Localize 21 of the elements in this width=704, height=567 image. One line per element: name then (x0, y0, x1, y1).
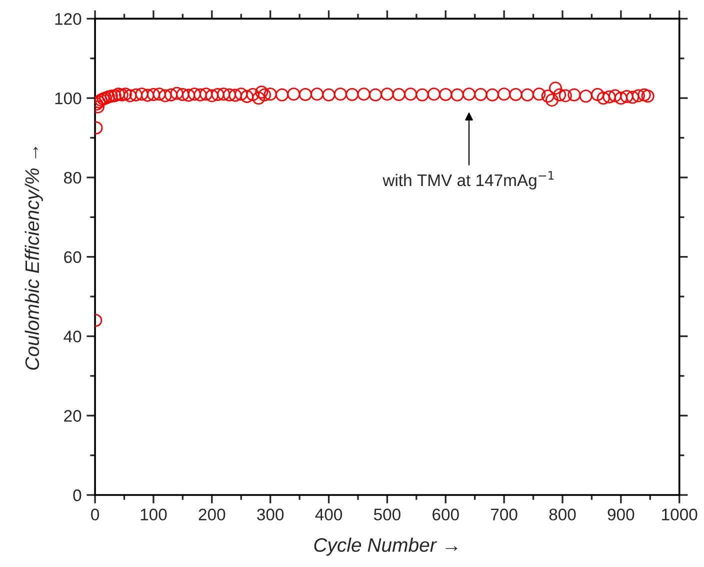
x-axis-title: Cycle Number → (314, 538, 458, 556)
x-tick-label: 700 (491, 508, 518, 520)
x-tick-label: 200 (198, 508, 226, 520)
x-tick-label: 600 (432, 508, 459, 520)
x-tick-label: 900 (608, 508, 634, 520)
y-tick-label: 60 (64, 251, 82, 264)
x-tick-label: 500 (374, 508, 400, 520)
x-tick-label: 400 (315, 508, 342, 520)
x-tick-label: 800 (549, 508, 576, 520)
y-tick-label: 80 (64, 172, 82, 184)
y-tick-label: 100 (55, 92, 82, 104)
y-tick-label: 40 (64, 330, 82, 342)
y-tick-label: 0 (73, 489, 82, 502)
x-tick-label: 300 (257, 508, 284, 520)
x-tick-label: 1000 (662, 508, 698, 520)
x-tick-label: 100 (140, 508, 167, 520)
y-tick-label: 120 (55, 13, 82, 25)
y-tick-label: 20 (64, 410, 82, 422)
annotation: with TMV at 147mAg$^{−1}$ (382, 171, 554, 190)
x-tick-label: 0 (91, 508, 100, 520)
y-axis-title: Coulombic Efficiency/% → (24, 146, 43, 370)
